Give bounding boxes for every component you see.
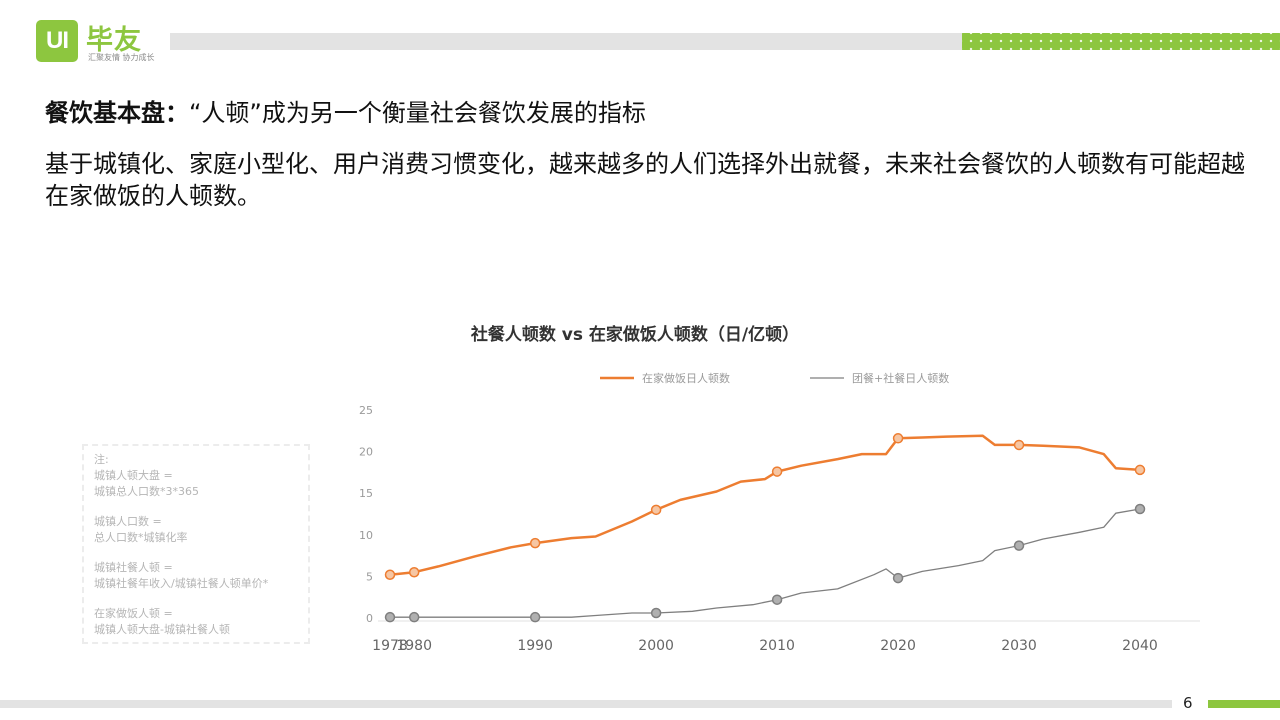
header-bar-gray — [170, 33, 962, 50]
y-tick-label: 25 — [359, 404, 373, 417]
data-point-2 — [650, 607, 662, 619]
note-line: 城镇总人口数*3*365 — [94, 485, 199, 498]
data-point-2 — [771, 594, 783, 605]
y-tick-label: 10 — [359, 529, 373, 542]
data-point-2 — [892, 572, 904, 584]
data-point-1 — [384, 569, 396, 580]
x-tick-label: 2040 — [1122, 638, 1158, 654]
y-tick-label: 15 — [359, 487, 373, 500]
data-point-2 — [529, 611, 541, 623]
logo-mark: UI — [36, 20, 78, 62]
note-line: 总人口数*城镇化率 — [94, 531, 188, 544]
brand-name: 毕友 — [86, 25, 142, 56]
data-point-2 — [1134, 503, 1146, 515]
data-point-1 — [1134, 464, 1146, 476]
data-point-2 — [1013, 540, 1025, 551]
note-line: 城镇人顿大盘 = — [94, 469, 173, 482]
footer-bar-gray — [0, 700, 1172, 708]
series-line-1 — [388, 434, 1142, 576]
data-point-1 — [408, 566, 420, 578]
title-text: “人顿”成为另一个衡量社会餐饮发展的指标 — [189, 99, 646, 127]
note-line: 城镇社餐人顿 = — [94, 561, 173, 574]
x-tick-label: 2030 — [1001, 638, 1037, 654]
brand-slogan: 汇聚友情 协力成长 — [88, 53, 155, 62]
notes-box: 注: 城镇人顿大盘 = 城镇总人口数*3*365 城镇人口数 = 总人口数*城镇… — [82, 444, 310, 644]
data-point-2 — [384, 611, 396, 623]
note-line: 在家做饭人顿 = — [94, 607, 173, 620]
x-tick-label: 2000 — [638, 638, 674, 654]
line-chart: 社餐人顿数 vs 在家做饭人顿数（日/亿顿） 在家做饭日人顿数 团餐+社餐日人顿数 0… — [359, 324, 1200, 654]
data-point-2 — [408, 611, 420, 623]
brand-logo: UI 毕友 汇聚友情 协力成长 — [36, 18, 164, 66]
x-tick-label: 1980 — [396, 638, 432, 654]
note-line: 城镇人顿大盘-城镇社餐人顿 — [94, 623, 230, 636]
data-point-1 — [892, 433, 904, 444]
note-line: 城镇人口数 = — [94, 515, 162, 528]
note-line: 城镇社餐年收入/城镇社餐人顿单价* — [94, 577, 269, 590]
x-tick-label: 2020 — [880, 638, 916, 654]
page-number: 6 — [1183, 694, 1193, 712]
x-tick-label: 1978 — [372, 638, 408, 654]
data-point-1 — [771, 466, 783, 477]
title-label: 餐饮基本盘： — [45, 99, 189, 127]
data-point-1 — [529, 537, 541, 549]
legend-label-1: 在家做饭日人顿数 — [642, 371, 730, 385]
page-title: 餐饮基本盘：“人顿”成为另一个衡量社会餐饮发展的指标 — [45, 93, 646, 128]
legend-label-2: 团餐+社餐日人顿数 — [852, 371, 949, 385]
lead-text: 基于城镇化、家庭小型化、用户消费习惯变化，越来越多的人们选择外出就餐，未来社会餐… — [45, 150, 1245, 210]
x-tick-label: 1990 — [517, 638, 553, 654]
y-tick-label: 5 — [366, 570, 373, 583]
data-point-1 — [1013, 439, 1025, 451]
y-tick-label: 20 — [359, 446, 373, 459]
data-point-1 — [650, 504, 662, 516]
header-bar-green — [962, 33, 1280, 50]
x-tick-label: 2010 — [759, 638, 795, 654]
footer-bar-green — [1208, 700, 1280, 708]
series-line-2 — [389, 508, 1141, 618]
chart-title: 社餐人顿数 vs 在家做饭人顿数（日/亿顿） — [470, 324, 799, 345]
notes-title: 注: — [94, 453, 109, 466]
y-tick-label: 0 — [366, 612, 373, 625]
